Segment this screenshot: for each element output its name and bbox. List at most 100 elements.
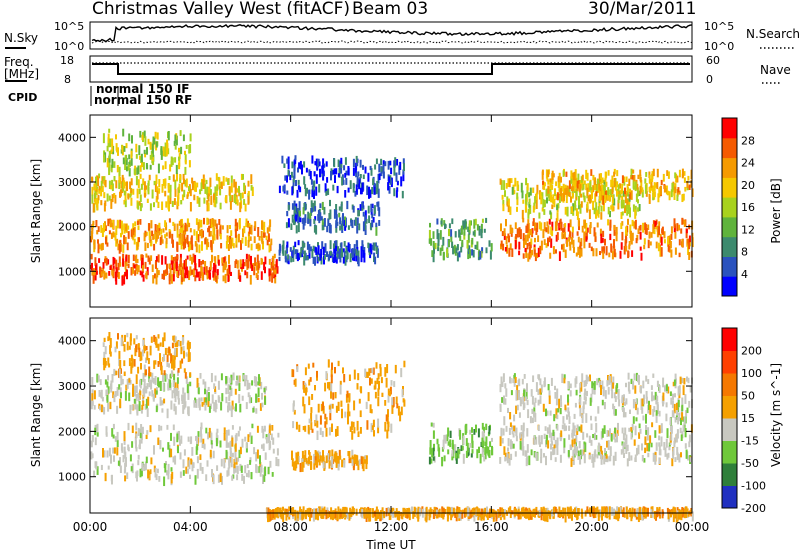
heatmap-cell xyxy=(339,384,342,395)
heatmap-cell xyxy=(545,437,548,445)
heatmap-cell xyxy=(278,256,281,262)
heatmap-cell xyxy=(539,378,542,386)
heatmap-cell xyxy=(124,160,127,170)
heatmap-cell xyxy=(522,506,525,512)
heatmap-cell xyxy=(183,260,186,270)
heatmap-cell xyxy=(374,242,377,247)
heatmap-cell xyxy=(321,165,324,174)
heatmap-cell xyxy=(145,346,148,351)
heatmap-cell xyxy=(143,384,146,394)
heatmap-cell xyxy=(355,240,358,246)
heatmap-cell xyxy=(672,381,675,387)
heatmap-cell xyxy=(186,194,189,199)
heatmap-cell xyxy=(148,471,151,481)
heatmap-cell xyxy=(147,180,150,186)
heatmap-cell xyxy=(504,398,507,405)
heatmap-cell xyxy=(302,510,305,520)
heatmap-cell xyxy=(442,439,445,450)
heatmap-cell xyxy=(509,510,512,519)
heatmap-cell xyxy=(99,267,102,278)
heatmap-cell xyxy=(119,398,122,409)
heatmap-cell xyxy=(159,381,162,391)
heatmap-cell xyxy=(530,229,533,236)
heatmap-cell xyxy=(582,431,585,440)
heatmap-cell xyxy=(237,269,240,280)
heatmap-cell xyxy=(251,423,254,429)
heatmap-cell xyxy=(635,398,638,405)
heatmap-cell xyxy=(260,464,263,473)
heatmap-cell xyxy=(320,510,323,519)
heatmap-cell xyxy=(336,512,339,521)
heatmap-cell xyxy=(373,242,376,251)
heatmap-cell xyxy=(268,235,270,242)
heatmap-cell xyxy=(121,145,124,153)
heatmap-cell xyxy=(132,188,135,195)
heatmap-cell xyxy=(356,176,359,184)
heatmap-cell xyxy=(315,225,318,235)
heatmap-cell xyxy=(630,230,632,241)
heatmap-cell xyxy=(641,443,643,451)
heatmap-cell xyxy=(257,260,260,270)
heatmap-cell xyxy=(622,190,625,197)
heatmap-cell xyxy=(163,270,165,280)
heatmap-cell xyxy=(582,401,585,410)
heatmap-cell xyxy=(170,160,173,167)
heatmap-cell xyxy=(177,390,180,400)
heatmap-cell xyxy=(317,455,320,463)
heatmap-cell xyxy=(138,347,141,357)
heatmap-cell xyxy=(293,219,296,226)
heatmap-cell xyxy=(180,200,183,205)
heatmap-cell xyxy=(342,219,345,227)
heatmap-cell xyxy=(396,403,399,409)
heatmap-cell xyxy=(238,190,241,197)
heatmap-cell xyxy=(98,188,101,194)
heatmap-cell xyxy=(598,183,601,190)
heatmap-cell xyxy=(231,400,234,410)
heatmap-cell xyxy=(123,180,126,189)
heatmap-cell xyxy=(142,398,145,403)
heatmap-cell xyxy=(173,403,176,412)
heatmap-cell xyxy=(620,199,623,207)
heatmap-cell xyxy=(303,385,306,393)
heatmap-cell xyxy=(287,156,290,163)
heatmap-cell xyxy=(554,439,557,448)
heatmap-cell xyxy=(198,397,201,406)
heatmap-cell xyxy=(351,431,354,440)
heatmap-cell xyxy=(171,361,173,369)
heatmap-cell xyxy=(199,462,202,471)
heatmap-cell xyxy=(677,187,680,193)
heatmap-cell xyxy=(673,186,676,196)
heatmap-cell xyxy=(431,448,434,458)
heatmap-cell xyxy=(197,234,200,243)
heatmap-cell xyxy=(144,192,146,198)
heatmap-cell xyxy=(191,244,194,251)
heatmap-cell xyxy=(312,186,315,191)
heatmap-cell xyxy=(406,508,409,514)
heatmap-cell xyxy=(130,354,133,362)
cpid-text-if: normal 150 IF xyxy=(96,82,190,96)
heatmap-cell xyxy=(474,244,477,250)
heatmap-cell xyxy=(310,207,313,213)
heatmap-cell xyxy=(561,193,563,202)
heatmap-cell xyxy=(199,220,202,227)
heatmap-cell xyxy=(307,509,310,516)
heatmap-cell xyxy=(592,174,595,181)
heatmap-cell xyxy=(135,446,138,452)
heatmap-cell xyxy=(116,405,119,414)
heatmap-cell xyxy=(293,409,296,415)
heatmap-cell xyxy=(561,228,564,233)
heatmap-cell xyxy=(525,204,528,213)
heatmap-cell xyxy=(394,511,397,518)
heatmap-cell xyxy=(641,455,644,462)
heatmap-cell xyxy=(571,430,574,440)
heatmap-cell xyxy=(563,423,566,432)
heatmap-cell xyxy=(309,246,312,252)
heatmap-cell xyxy=(594,193,597,203)
heatmap-cell xyxy=(481,218,484,223)
heatmap-cell xyxy=(223,260,226,271)
heatmap-cell xyxy=(545,455,547,466)
heatmap-cell xyxy=(609,455,612,462)
heatmap-cell xyxy=(344,190,347,198)
heatmap-cell xyxy=(129,181,132,190)
heatmap-cell xyxy=(513,190,516,195)
